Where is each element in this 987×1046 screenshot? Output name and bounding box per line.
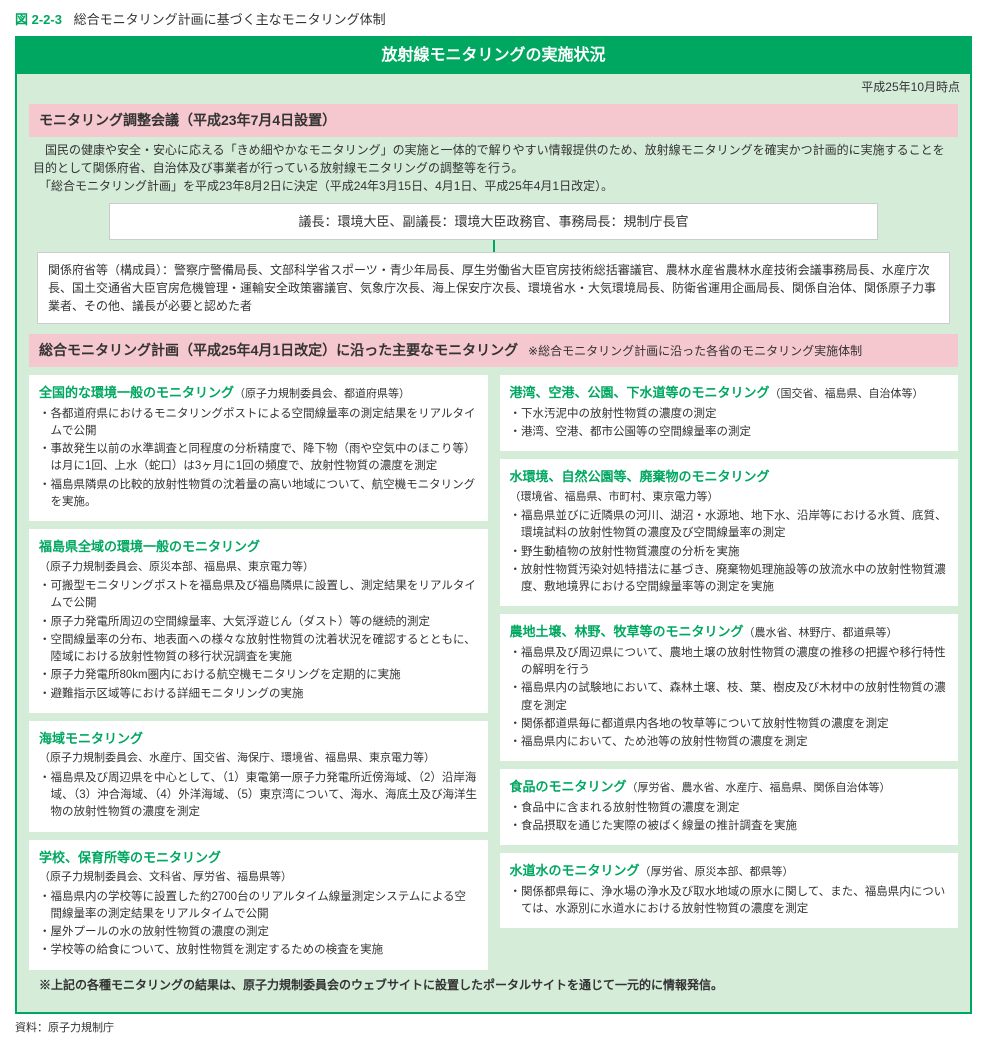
card-bullet: ・福島県並びに近隣県の河川、湖沼・水源地、地下水、沿岸等における水質、底質、環境… [510,508,949,543]
monitoring-card: 港湾、空港、公園、下水道等のモニタリング（国交省、福島県、自治体等） ・下水汚泥中… [500,375,959,451]
card-org: （原子力規制委員会、原災本部、福島県、東京電力等） [39,561,314,573]
monitoring-card: 農地土壌、林野、牧草等のモニタリング（農水省、林野庁、都道県等） ・福島県及び周辺… [500,614,959,761]
card-org: （原子力規制委員会、都道府県等） [234,388,410,400]
monitoring-card: 学校、保育所等のモニタリング （原子力規制委員会、文科省、厚労省、福島県等） ・福島… [29,840,488,970]
card-bullet: ・下水汚泥中の放射性物質の濃度の測定 [510,406,949,423]
card-body: ・関係都県毎に、浄水場の浄水及び取水地域の原水に関して、また、福島県内については… [510,884,949,919]
plan-footnote-text: ※上記の各種モニタリングの結果は、原子力規制委員会のウェブサイトに設置したポータ… [39,978,723,992]
monitoring-card: 水環境、自然公園等、廃棄物のモニタリング （環境省、福島県、市町村、東京電力等） ・… [500,459,959,606]
plan-header-sub: ※総合モニタリング計画に沿った各省のモニタリング実施体制 [528,344,862,358]
figure-title: 図 2-2-3 総合モニタリング計画に基づく主なモニタリング体制 [15,10,972,30]
card-title: 食品のモニタリング [510,779,627,794]
card-body: ・各都道府県におけるモニタリングポストによる空間線量率の測定結果をリアルタイムで… [39,406,478,512]
card-bullet: ・福島県内において、ため池等の放射性物質の濃度を測定 [510,734,949,751]
card-org: （環境省、福島県、市町村、東京電力等） [510,491,719,503]
card-title: 水環境、自然公園等、廃棄物のモニタリング [510,469,770,484]
card-bullet: ・福島県及び周辺県について、農地土壌の放射性物質の濃度の推移の把握や移行特性の解… [510,645,949,680]
card-bullet: ・原子力発電所周辺の空間線量率、大気浮遊じん（ダスト）等の継続的測定 [39,614,478,631]
left-column: 全国的な環境一般のモニタリング（原子力規制委員会、都道府県等） ・各都道府県におけ… [29,375,488,970]
figure-title-text: 総合モニタリング計画に基づく主なモニタリング体制 [74,12,386,27]
card-body: ・福島県内の学校等に設置した約2700台のリアルタイム線量測定システムによる空間… [39,889,478,960]
card-title: 福島県全域の環境一般のモニタリング [39,539,260,554]
card-org: （原子力規制委員会、文科省、厚労省、福島県等） [39,871,292,883]
card-bullet: ・野生動植物の放射性物質濃度の分析を実施 [510,544,949,561]
card-body: ・可搬型モニタリングポストを福島県及び福島隣県に設置し、測定結果をリアルタイムで… [39,578,478,703]
card-bullet: ・食品中に含まれる放射性物質の濃度を測定 [510,800,949,817]
card-bullet: ・福島県内の学校等に設置した約2700台のリアルタイム線量測定システムによる空間… [39,889,478,924]
monitoring-card: 海域モニタリング （原子力規制委員会、水産庁、国交省、海保庁、環境省、福島県、東京… [29,721,488,832]
card-bullet: ・関係都道県毎に都道県内各地の牧草等について放射性物質の濃度を測定 [510,716,949,733]
card-bullet: ・原子力発電所80km圏内における航空機モニタリングを定期的に実施 [39,667,478,684]
monitoring-card: 全国的な環境一般のモニタリング（原子力規制委員会、都道府県等） ・各都道府県におけ… [29,375,488,521]
figure-number: 図 2-2-3 [15,12,62,27]
card-body: ・下水汚泥中の放射性物質の濃度の測定・港湾、空港、都市公園等の空間線量率の測定 [510,406,949,442]
council-desc: 国民の健康や安全・安心に応える「きめ細やかなモニタリング」の実施と一体的で解りや… [29,141,958,195]
monitoring-card: 水道水のモニタリング（厚労省、原災本部、都県等） ・関係都県毎に、浄水場の浄水及び… [500,853,959,928]
source: 資料：原子力規制庁 [15,1020,972,1037]
plan-header-main: 総合モニタリング計画（平成25年4月1日改定）に沿った主要なモニタリング [39,342,518,358]
right-column: 港湾、空港、公園、下水道等のモニタリング（国交省、福島県、自治体等） ・下水汚泥中… [500,375,959,970]
connector-line [493,240,495,252]
card-bullet: ・港湾、空港、都市公園等の空間線量率の測定 [510,424,949,441]
card-bullet: ・福島県隣県の比較的放射性物質の沈着量の高い地域について、航空機モニタリングを実… [39,477,478,512]
card-bullet: ・関係都県毎に、浄水場の浄水及び取水地域の原水に関して、また、福島県内については… [510,884,949,919]
card-org: （国交省、福島県、自治体等） [770,388,924,400]
main-banner: 放射線モニタリングの実施状況 [17,38,970,74]
card-org: （厚労省、農水省、水産庁、福島県、関係自治体等） [627,782,891,794]
card-title: 海域モニタリング [39,731,143,746]
card-bullet: ・空間線量率の分布、地表面への様々な放射性物質の沈着状況を確認するとともに、陸域… [39,632,478,667]
card-body: ・食品中に含まれる放射性物質の濃度を測定・食品摂取を通じた実際の被ばく線量の推計… [510,800,949,836]
card-title: 農地土壌、林野、牧草等のモニタリング [510,624,744,639]
card-bullet: ・避難指示区域等における詳細モニタリングの実施 [39,686,478,703]
plan-footnote: ※上記の各種モニタリングの結果は、原子力規制委員会のウェブサイトに設置したポータ… [29,970,958,1002]
card-org: （厚労省、原災本部、都県等） [640,866,794,878]
monitoring-card: 福島県全域の環境一般のモニタリング （原子力規制委員会、原災本部、福島県、東京電力… [29,529,488,713]
card-body: ・福島県及び周辺県を中心として、（1）東電第一原子力発電所近傍海域、（2）沿岸海… [39,770,478,822]
council-header: モニタリング調整会議（平成23年7月4日設置） [29,104,958,137]
card-title: 水道水のモニタリング [510,863,640,878]
card-bullet: ・福島県及び周辺県を中心として、（1）東電第一原子力発電所近傍海域、（2）沿岸海… [39,770,478,822]
plan-header: 総合モニタリング計画（平成25年4月1日改定）に沿った主要なモニタリング ※総合… [29,334,958,367]
card-org: （原子力規制委員会、水産庁、国交省、海保庁、環境省、福島県、東京電力等） [39,752,435,764]
card-title: 全国的な環境一般のモニタリング [39,385,234,400]
chair-box: 議長：環境大臣、副議長：環境大臣政務官、事務局長：規制庁長官 [109,203,878,241]
card-bullet: ・食品摂取を通じた実際の被ばく線量の推計調査を実施 [510,818,949,835]
council-block: モニタリング調整会議（平成23年7月4日設置） 国民の健康や安全・安心に応える「… [29,104,958,325]
card-bullet: ・可搬型モニタリングポストを福島県及び福島隣県に設置し、測定結果をリアルタイムで… [39,578,478,613]
card-title: 港湾、空港、公園、下水道等のモニタリング [510,385,770,400]
card-bullet: ・各都道府県におけるモニタリングポストによる空間線量率の測定結果をリアルタイムで… [39,406,478,441]
card-bullet: ・学校等の給食について、放射性物質を測定するための検査を実施 [39,942,478,959]
members-box: 関係府省等（構成員）：警察庁警備局長、文部科学省スポーツ・青少年局長、厚生労働省… [37,252,950,324]
plan-block: 総合モニタリング計画（平成25年4月1日改定）に沿った主要なモニタリング ※総合… [29,334,958,1002]
outer-frame: 放射線モニタリングの実施状況 平成25年10月時点 モニタリング調整会議（平成2… [15,36,972,1014]
card-org: （農水省、林野庁、都道県等） [744,627,898,639]
card-bullet: ・放射性物質汚染対処特措法に基づき、廃棄物処理施設等の放流水中の放射性物質濃度、… [510,562,949,597]
date-note: 平成25年10月時点 [17,74,970,96]
card-bullet: ・事故発生以前の水準調査と同程度の分析精度で、降下物（雨や空気中のほこり等）は月… [39,441,478,476]
card-bullet: ・福島県内の試験地において、森林土壌、枝、葉、樹皮及び木材中の放射性物質の濃度を… [510,680,949,715]
card-body: ・福島県及び周辺県について、農地土壌の放射性物質の濃度の推移の把握や移行特性の解… [510,645,949,752]
card-title: 学校、保育所等のモニタリング [39,850,221,865]
monitoring-card: 食品のモニタリング（厚労省、農水省、水産庁、福島県、関係自治体等） ・食品中に含ま… [500,769,959,845]
card-bullet: ・屋外プールの水の放射性物質の濃度の測定 [39,924,478,941]
card-body: ・福島県並びに近隣県の河川、湖沼・水源地、地下水、沿岸等における水質、底質、環境… [510,508,949,596]
